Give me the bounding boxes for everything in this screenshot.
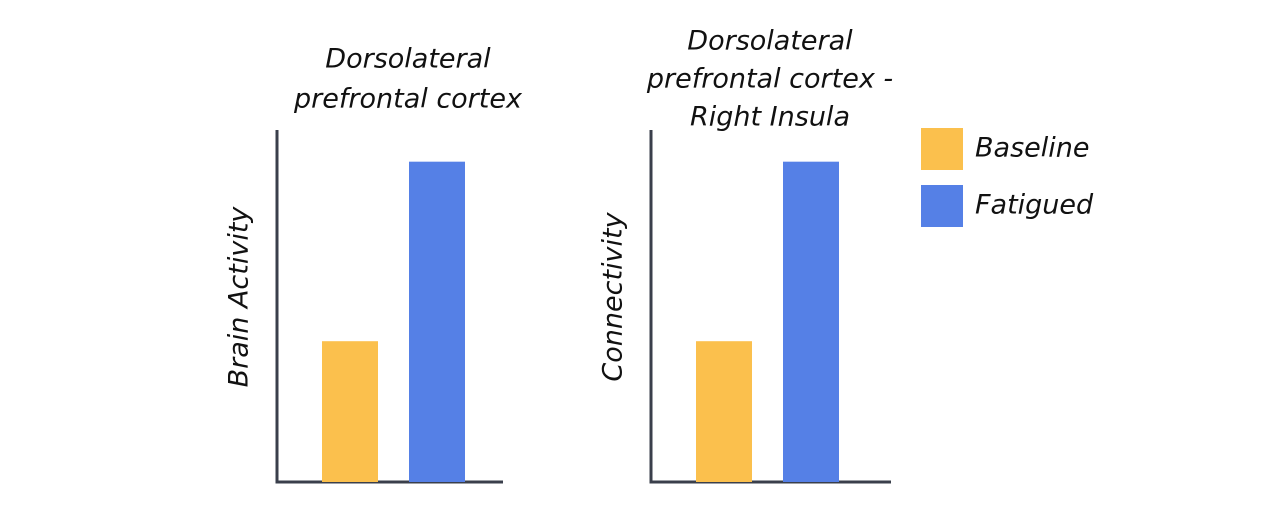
- bar: [696, 341, 752, 482]
- y-axis-label: Connectivity: [598, 211, 629, 381]
- chart-title: Dorsolateral: [325, 44, 491, 75]
- chart-title: Dorsolateral: [687, 26, 853, 57]
- legend-swatch: [921, 185, 963, 227]
- legend-swatch: [921, 128, 963, 170]
- chart-title: prefrontal cortex: [293, 84, 523, 115]
- chart-title: Right Insula: [690, 102, 850, 133]
- chart-title: prefrontal cortex -: [646, 64, 893, 95]
- legend-label: Fatigued: [975, 190, 1094, 221]
- legend-label: Baseline: [975, 133, 1089, 164]
- bar: [783, 161, 839, 482]
- bar: [322, 341, 378, 482]
- bar: [409, 161, 465, 482]
- y-axis-label: Brain Activity: [224, 206, 255, 388]
